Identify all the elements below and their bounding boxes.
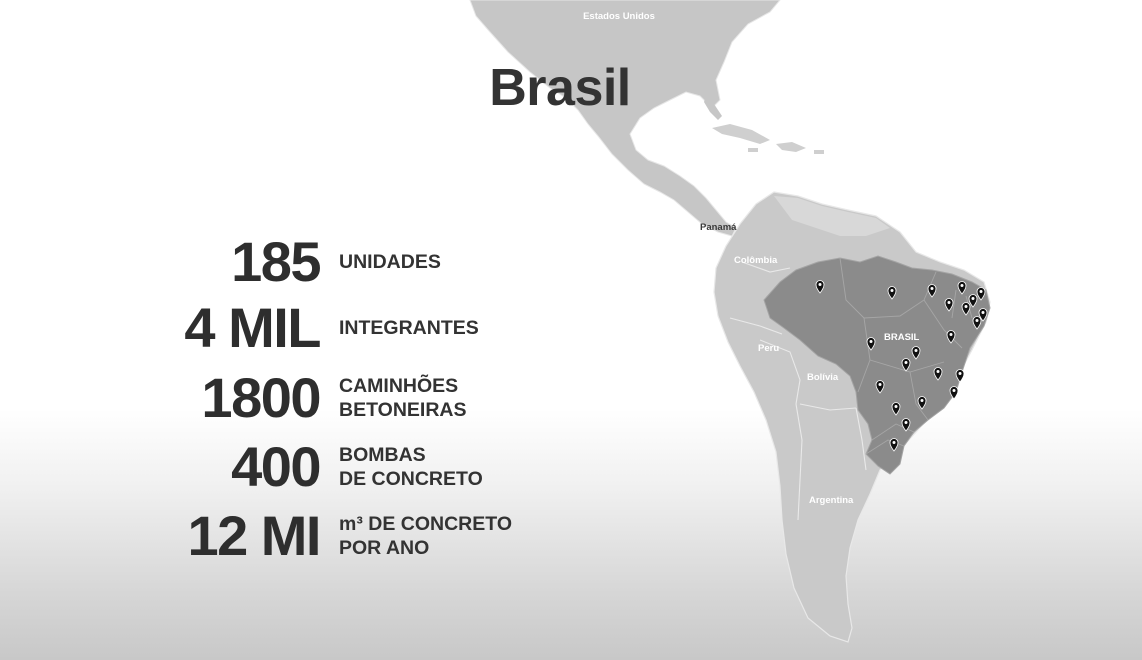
location-pin-icon [875, 380, 885, 394]
location-pin-dot [964, 305, 968, 308]
location-pin-icon [933, 367, 943, 381]
location-pin-icon [927, 284, 937, 298]
location-pin-icon [944, 298, 954, 312]
bolivia-label: Bolívia [807, 372, 839, 383]
location-pin-icon [901, 358, 911, 372]
location-pin-icon [968, 294, 978, 308]
stat-label: UNIDADES [339, 250, 441, 274]
stat-label: CAMINHÕES BETONEIRAS [339, 374, 467, 422]
stat-label: INTEGRANTES [339, 316, 479, 340]
location-pin-dot [914, 349, 918, 352]
location-pin-icon [961, 302, 971, 316]
page-title: Brasil [489, 59, 631, 117]
location-pin-icon [949, 386, 959, 400]
argentina-label: Argentina [809, 495, 854, 506]
location-pin-dot [981, 311, 985, 314]
stat-label-line1: UNIDADES [339, 251, 441, 273]
puerto-rico-island [814, 150, 824, 154]
location-markers [815, 280, 988, 452]
stat-label-line1: m³ DE CONCRETO [339, 513, 512, 535]
country-borders [729, 261, 867, 521]
location-pin-icon [978, 308, 988, 322]
location-pin-icon [972, 316, 982, 330]
location-pin-dot [952, 389, 956, 392]
stat-label-line1: CAMINHÕES [339, 375, 459, 397]
stat-label: m³ DE CONCRETO POR ANO [339, 512, 512, 560]
location-pin-dot [869, 340, 873, 343]
brazil-landmass [763, 255, 991, 475]
usa-label: Estados Unidos [583, 11, 655, 22]
location-pin-dot [920, 399, 924, 402]
location-pin-icon [976, 287, 986, 301]
location-pin-icon [955, 369, 965, 383]
stat-concrete-volume: 12 MI m³ DE CONCRETO POR ANO [120, 508, 560, 564]
jamaica-island [748, 148, 758, 152]
location-pin-dot [930, 287, 934, 290]
stat-number: 1800 [201, 366, 321, 429]
location-pin-dot [975, 319, 979, 322]
location-pin-icon [946, 330, 956, 344]
location-pin-dot [892, 441, 896, 444]
north-america-landmass [469, 0, 781, 237]
location-pin-icon [911, 346, 921, 360]
colombia-label: Colômbia [734, 255, 778, 266]
location-pin-dot [890, 289, 894, 292]
location-pin-dot [894, 405, 898, 408]
stat-units: 185 UNIDADES [120, 234, 560, 290]
stat-members: 4 MIL INTEGRANTES [120, 300, 560, 356]
stat-label-line2: POR ANO [339, 537, 430, 559]
stat-number: 12 MI [187, 504, 321, 567]
location-pin-dot [878, 383, 882, 386]
location-pin-dot [979, 290, 983, 293]
location-pin-icon [815, 280, 825, 294]
brazil-state-borders [839, 257, 973, 455]
location-pin-dot [818, 283, 822, 286]
stat-label-line1: INTEGRANTES [339, 317, 479, 339]
location-pin-dot [960, 284, 964, 287]
location-pin-icon [957, 281, 967, 295]
florida-landmass [704, 96, 722, 120]
location-pin-icon [917, 396, 927, 410]
location-pin-icon [866, 337, 876, 351]
stat-pumps: 400 BOMBAS DE CONCRETO [120, 439, 560, 495]
peru-label: Peru [758, 343, 779, 354]
location-pin-icon [887, 286, 897, 300]
location-pin-dot [936, 370, 940, 373]
stat-number: 4 MIL [184, 296, 321, 359]
location-pin-icon [901, 418, 911, 432]
stat-label: BOMBAS DE CONCRETO [339, 443, 483, 491]
location-pin-dot [958, 372, 962, 375]
location-pin-icon [891, 402, 901, 416]
stat-number: 400 [231, 435, 321, 498]
location-pin-dot [947, 301, 951, 304]
stat-trucks: 1800 CAMINHÕES BETONEIRAS [120, 370, 560, 426]
cuba-island [712, 124, 770, 144]
stat-number: 185 [231, 230, 321, 293]
stat-label-line1: BOMBAS [339, 444, 426, 466]
stat-label-line2: DE CONCRETO [339, 468, 483, 490]
panama-label: Panamá [700, 222, 737, 233]
northern-region-highlight [774, 196, 890, 236]
location-pin-icon [889, 438, 899, 452]
hispaniola-island [776, 142, 806, 152]
location-pin-dot [949, 333, 953, 336]
stat-label-line2: BETONEIRAS [339, 399, 467, 421]
brazil-label: BRASIL [884, 332, 920, 343]
location-pin-dot [971, 297, 975, 300]
location-pin-dot [904, 361, 908, 364]
location-pin-dot [904, 421, 908, 424]
